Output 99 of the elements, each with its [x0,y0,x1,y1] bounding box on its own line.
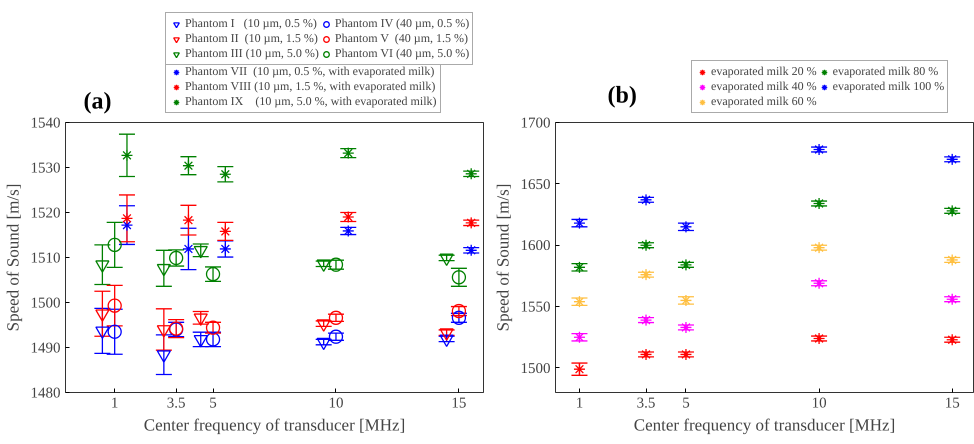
chart-title: (b) [608,82,637,108]
y-tick-label: 1500 [30,296,60,312]
legend-label: evaporated milk 100 % [832,79,944,94]
point [465,168,478,180]
point [342,146,354,160]
point [680,321,692,334]
legend-label: Phantom I (10 µm, 0.5 %) [185,16,317,31]
point [573,261,586,274]
point [156,325,172,338]
point [328,310,344,325]
x-axis-title: Center frequency of transducer [MHz] [144,416,406,434]
point [680,348,692,361]
y-tick-label: 1490 [30,340,60,356]
y-axis-title: Speed of Sound [m/s] [4,184,22,332]
point [640,268,652,281]
point [120,149,134,162]
point [946,293,958,306]
legend-label: evaporated milk 60 % [711,94,817,109]
point [439,328,454,341]
point [812,277,826,290]
point [573,216,586,230]
point [465,216,478,229]
point [812,242,826,254]
point [680,294,692,307]
point [108,238,122,252]
point [194,246,208,258]
point [439,334,454,348]
x-tick-label: 10 [328,396,344,412]
point [680,258,692,272]
y-tick-label: 1650 [520,176,550,193]
y-tick-label: 1520 [30,206,60,222]
y-tick-label: 1540 [30,116,60,132]
y-tick-label: 1500 [520,360,550,377]
point [465,244,478,256]
point [95,309,110,322]
point [120,212,134,224]
point [946,153,958,166]
point [194,313,208,326]
legend-label: Phantom VI (40 µm, 5.0 %) [334,46,470,61]
point [946,254,958,266]
point [680,220,692,233]
x-tick-label: 10 [812,396,827,412]
x-tick-label: 3.5 [166,396,186,412]
point [328,330,344,344]
y-tick-label: 1700 [520,116,550,132]
y-tick-label: 1600 [520,238,550,254]
x-tick-label: 5 [209,396,217,412]
point [316,338,331,350]
point [182,242,195,256]
point [316,259,331,272]
legend-label: evaporated milk 80 % [832,64,938,79]
point [219,225,232,238]
point [219,242,232,256]
point [108,324,122,339]
chart-title: (a) [84,88,112,114]
x-tick-label: 5 [682,396,690,412]
y-tick-label: 1510 [30,250,60,266]
point [108,298,122,313]
x-tick-label: 15 [451,396,466,412]
legend-label: Phantom VII (10 µm, 0.5 %, with evaporated milk) [185,64,434,79]
point [182,160,195,172]
point [640,348,652,361]
point [194,334,208,348]
legend-label: Phantom IV (40 µm, 0.5 %) [334,16,470,31]
point [812,332,826,345]
point [573,331,586,344]
y-axis-title: Speed of Sound [m/s] [494,184,512,332]
y-tick-label: 1530 [30,160,60,176]
point [95,260,110,273]
x-tick-label: 1 [576,396,584,412]
point [640,314,652,326]
point [182,214,195,226]
legend-label: evaporated milk 40 % [711,79,817,94]
legend-label: Phantom III (10 µm, 5.0 %) [185,46,319,61]
point [316,319,331,332]
x-axis-title: Center frequency of transducer [MHz] [634,416,896,434]
point [946,334,958,346]
point [95,326,110,340]
y-tick-label: 1480 [30,386,60,402]
point [573,296,586,308]
point [573,363,586,376]
point [812,143,826,156]
legend-label: Phantom VIII (10 µm, 1.5 %, with evaporated milk) [185,79,436,94]
x-tick-label: 3.5 [636,396,656,412]
legend-label: Phantom V (40 µm, 1.5 %) [334,31,468,46]
point [156,264,172,276]
point [640,194,652,206]
y-tick-label: 1550 [520,300,550,316]
point [946,204,958,218]
x-tick-label: 1 [110,396,118,412]
x-tick-label: 15 [944,396,960,412]
legend-label: Phantom IX (10 µm, 5.0 %, with evaporated milk) [185,94,437,109]
point [342,210,354,224]
point [640,239,652,252]
point [342,224,354,238]
legend-label: Phantom II (10 µm, 1.5 %) [185,31,318,46]
legend-label: evaporated milk 20 % [711,64,817,79]
point [156,350,172,363]
point [812,197,826,210]
